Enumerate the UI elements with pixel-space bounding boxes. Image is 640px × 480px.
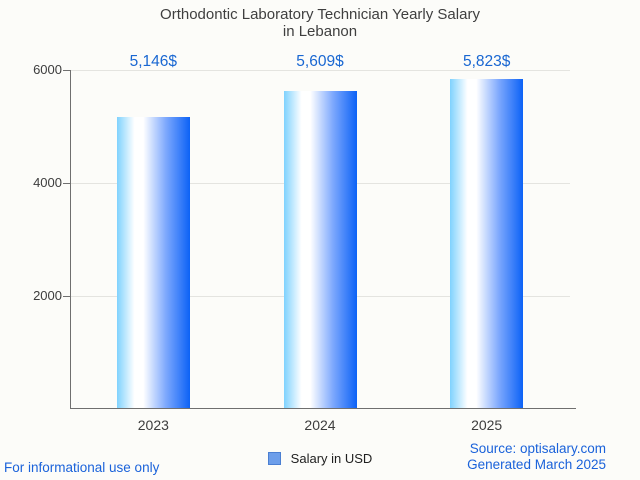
bar-value-label: 5,146$ — [129, 53, 178, 70]
bar — [116, 117, 190, 408]
y-axis-label: 2000 — [33, 288, 62, 303]
y-axis-line — [70, 70, 71, 409]
chart-title: Orthodontic Laboratory Technician Yearly… — [0, 6, 640, 40]
chart-title-line2: in Lebanon — [282, 22, 358, 40]
plot-area — [63, 70, 576, 409]
legend: Salary in USD — [0, 449, 640, 467]
chart-title-line1: Orthodontic Laboratory Technician Yearly… — [160, 6, 480, 23]
gridline — [70, 70, 570, 71]
x-axis-label: 2024 — [304, 417, 336, 433]
footer-generated: Generated March 2025 — [467, 457, 606, 472]
y-axis-label: 4000 — [33, 175, 62, 190]
footer-source: Source: optisalary.com — [469, 441, 606, 456]
bar — [450, 79, 524, 408]
y-axis-tick — [63, 183, 70, 184]
bar-value-label: 5,609$ — [296, 53, 344, 70]
bar — [283, 91, 357, 408]
y-axis-tick — [63, 296, 70, 297]
legend-label: Salary in USD — [290, 450, 373, 466]
footer-source-block: Source: optisalary.com Generated March 2… — [467, 441, 606, 473]
y-axis-tick — [63, 70, 70, 71]
y-axis-label: 6000 — [33, 62, 62, 77]
bar-value-label: 5,823$ — [462, 53, 511, 70]
x-axis-line — [70, 408, 576, 409]
x-axis-label: 2023 — [137, 417, 169, 433]
footer-disclaimer: For informational use only — [4, 460, 160, 475]
legend-swatch-icon — [267, 451, 281, 465]
x-axis-label: 2025 — [471, 417, 503, 433]
